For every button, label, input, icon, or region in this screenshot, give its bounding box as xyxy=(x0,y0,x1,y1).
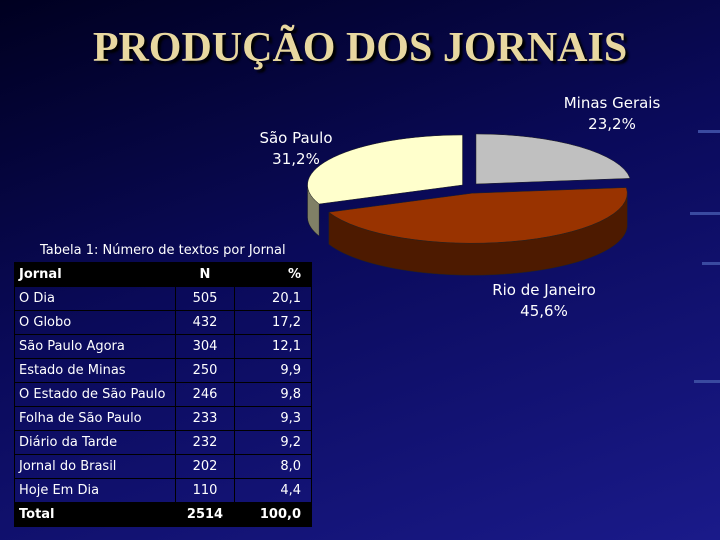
table-cell: 505 xyxy=(175,286,235,311)
table-cell: 246 xyxy=(175,382,235,407)
decoration xyxy=(698,130,720,133)
table-row: Jornal N% xyxy=(14,262,312,287)
table-cell: 9,9 xyxy=(234,358,312,383)
pie-slice xyxy=(328,187,628,244)
table-cell: Hoje Em Dia xyxy=(14,478,176,503)
table-cell: Jornal xyxy=(14,262,176,287)
table-cell: 202 xyxy=(175,454,235,479)
table-row: São Paulo Agora 304 12,1 xyxy=(14,334,312,359)
slice-label: Minas Gerais 23,2% xyxy=(552,93,672,135)
table-cell: 432 xyxy=(175,310,235,335)
table-row: Hoje Em Dia 110 4,4 xyxy=(14,478,312,503)
table-cell: % xyxy=(234,262,312,287)
table-cell: 9,3 xyxy=(234,406,312,431)
table-cell: 232 xyxy=(175,430,235,455)
slice-name: Minas Gerais xyxy=(563,94,661,112)
table-row: O Dia 505 20,1 xyxy=(14,286,312,311)
table-cell: Estado de Minas xyxy=(14,358,176,383)
table-cell: 8,0 xyxy=(234,454,312,479)
table-cell: O Estado de São Paulo xyxy=(14,382,176,407)
decoration xyxy=(690,212,720,215)
slice-name: Rio de Janeiro xyxy=(492,281,596,299)
table-row: Total 2514 100,0 xyxy=(14,502,312,527)
slice-label: São Paulo 31,2% xyxy=(236,128,356,170)
table-row: Estado de Minas 250 9,9 xyxy=(14,358,312,383)
table-row: Diário da Tarde 232 9,2 xyxy=(14,430,312,455)
table-cell: Diário da Tarde xyxy=(14,430,176,455)
table-cell: O Globo xyxy=(14,310,176,335)
slice-value-label: 31,2% xyxy=(272,150,320,168)
pie-slice xyxy=(307,134,463,205)
table: Jornal N% O Dia 505 20,1 O Globo 432 17,2 São Pa… xyxy=(14,262,312,527)
table-cell: Folha de São Paulo xyxy=(14,406,176,431)
table-cell: O Dia xyxy=(14,286,176,311)
table-row: O Estado de São Paulo 246 9,8 xyxy=(14,382,312,407)
slide-title: PRODUÇÃO DOS JORNAIS xyxy=(92,25,628,71)
table-cell: 250 xyxy=(175,358,235,383)
table-cell: 304 xyxy=(175,334,235,359)
slice-value-label: 45,6% xyxy=(520,302,568,320)
table-row: Jornal do Brasil 202 8,0 xyxy=(14,454,312,479)
table-cell: 2514 xyxy=(175,502,235,527)
table-cell: 4,4 xyxy=(234,478,312,503)
slice-value-label: 23,2% xyxy=(588,115,636,133)
table-row: Folha de São Paulo 233 9,3 xyxy=(14,406,312,431)
decoration xyxy=(694,380,720,383)
table-cell: São Paulo Agora xyxy=(14,334,176,359)
slice-label: Rio de Janeiro 45,6% xyxy=(484,280,604,322)
table-cell: 9,2 xyxy=(234,430,312,455)
table-cell: 12,1 xyxy=(234,334,312,359)
pie-slice xyxy=(475,133,631,185)
table-cell: N xyxy=(175,262,235,287)
table-caption: Tabela 1: Número de textos por Jornal xyxy=(40,243,286,258)
decoration xyxy=(702,262,720,265)
table-cell: 100,0 xyxy=(234,502,312,527)
table-cell: Total xyxy=(14,502,176,527)
table-row: O Globo 432 17,2 xyxy=(14,310,312,335)
table-cell: 110 xyxy=(175,478,235,503)
slice-name: São Paulo xyxy=(259,129,333,147)
table-cell: 233 xyxy=(175,406,235,431)
table-cell: 17,2 xyxy=(234,310,312,335)
table-cell: 9,8 xyxy=(234,382,312,407)
table-cell: Jornal do Brasil xyxy=(14,454,176,479)
table-cell: 20,1 xyxy=(234,286,312,311)
